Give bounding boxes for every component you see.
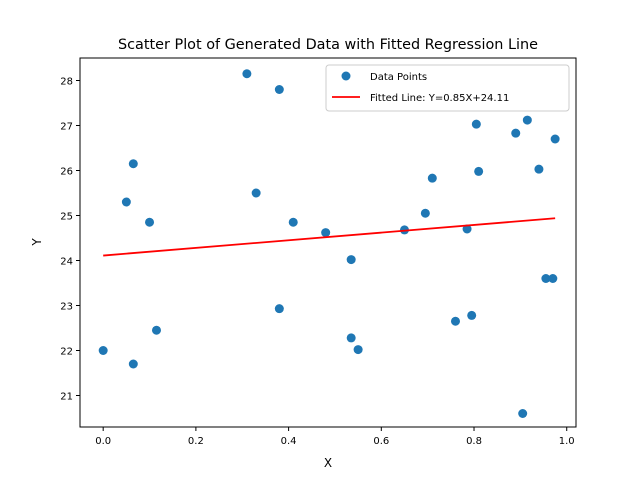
data-point-23 [511,128,521,138]
y-tick-label-4: 25 [60,212,73,223]
data-point-7 [251,188,261,198]
x-tick-label-2: 0.4 [281,436,297,447]
legend-marker-data-points [341,71,351,81]
data-point-25 [522,115,532,125]
y-tick-label-7: 28 [60,77,73,88]
data-point-11 [321,228,331,238]
y-tick-label-0: 21 [60,392,73,403]
data-point-26 [534,164,544,174]
legend-label-data-points: Data Points [370,72,427,83]
data-point-24 [518,409,528,418]
legend-label-fitted-line: Fitted Line: Y=0.85X+24.11 [370,93,509,104]
data-point-14 [353,345,363,355]
x-tick-label-0: 0.0 [95,436,111,447]
y-tick-label-6: 27 [60,122,73,133]
data-point-8 [274,85,284,94]
data-point-28 [548,274,558,283]
x-tick-label-5: 1.0 [559,436,575,447]
data-point-20 [467,310,477,320]
data-point-5 [151,325,161,335]
plot-frame [79,57,577,428]
data-point-18 [450,316,460,326]
data-point-13 [346,333,356,343]
y-tick-label-1: 22 [60,347,73,358]
y-axis: 21 22 23 24 25 26 27 28 [60,77,80,403]
data-point-1 [121,197,131,207]
x-axis-label: X [324,456,332,470]
y-tick-label-3: 24 [60,257,73,268]
data-point-16 [420,208,430,218]
y-tick-label-2: 23 [60,302,73,313]
legend-box [325,64,570,112]
data-point-0 [98,346,108,355]
data-point-21 [471,119,481,129]
data-point-12 [346,255,356,265]
x-tick-label-4: 0.8 [466,436,482,447]
data-point-6 [242,69,252,79]
y-axis-label: Y [30,238,44,247]
data-point-3 [128,359,138,369]
y-tick-label-5: 26 [60,167,73,178]
plot-content [98,69,560,418]
data-point-27 [541,274,551,283]
x-tick-label-3: 0.6 [373,436,389,447]
x-axis: 0.0 0.2 0.4 0.6 0.8 1.0 [95,427,575,447]
x-tick-label-1: 0.2 [188,436,204,447]
data-point-29 [550,134,560,144]
data-point-22 [474,166,484,176]
data-point-19 [462,224,472,234]
data-point-4 [145,217,155,227]
chart-title: Scatter Plot of Generated Data with Fitt… [118,37,538,53]
legend: Data Points Fitted Line: Y=0.85X+24.11 [325,64,570,112]
fitted-regression-line [103,217,556,257]
data-point-17 [427,173,437,183]
data-point-9 [274,304,284,314]
data-point-2 [128,159,138,169]
data-point-10 [288,217,298,227]
